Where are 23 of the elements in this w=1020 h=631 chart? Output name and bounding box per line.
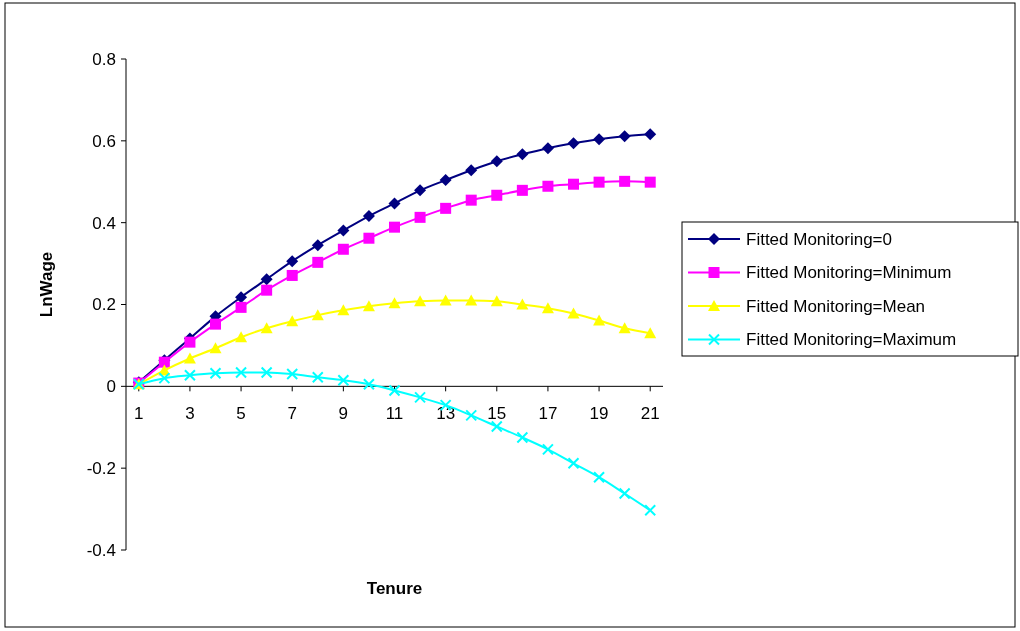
x-tick-label: 5 — [236, 404, 246, 424]
y-tick-label: 0.6 — [92, 131, 116, 151]
legend-label: Fitted Monitoring=Mean — [746, 296, 926, 316]
y-tick-label: 0 — [106, 377, 116, 397]
y-tick-label: -0.2 — [86, 459, 116, 479]
x-tick-label: 3 — [185, 404, 195, 424]
x-tick-label: 15 — [487, 404, 507, 424]
legend-label: Fitted Monitoring=Maximum — [746, 330, 957, 350]
y-tick-label: -0.4 — [86, 540, 116, 560]
x-tick-label: 9 — [338, 404, 349, 424]
y-tick-label: 0.4 — [92, 213, 116, 233]
x-tick-label: 1 — [134, 404, 144, 424]
x-tick-label: 19 — [589, 404, 609, 424]
legend-label: Fitted Monitoring=Minimum — [746, 263, 952, 283]
legend-label: Fitted Monitoring=0 — [746, 229, 892, 249]
x-tick-label: 21 — [640, 404, 660, 424]
x-axis-title: Tenure — [366, 579, 423, 598]
x-tick-label: 7 — [287, 404, 297, 424]
y-tick-label: 0.8 — [92, 49, 116, 69]
x-tick-label: 11 — [385, 404, 404, 424]
x-tick-label: 17 — [538, 404, 558, 424]
y-tick-label: 0.2 — [92, 295, 116, 315]
y-axis-title: LnWage — [37, 251, 56, 318]
